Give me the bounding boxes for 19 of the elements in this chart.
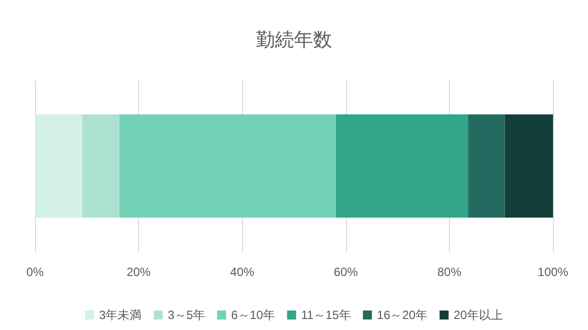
x-tick-label: 100%: [538, 265, 569, 279]
x-tick-label: 80%: [437, 265, 462, 279]
legend-label: 3～5年: [168, 308, 206, 322]
legend-label: 20年以上: [454, 308, 503, 322]
chart-title: 勤続年数: [256, 30, 332, 51]
x-tick-label: 20%: [126, 265, 151, 279]
x-tick-label: 60%: [334, 265, 358, 279]
x-tick-label: 40%: [230, 265, 255, 279]
legend-label: 3年未満: [99, 308, 142, 322]
bar: [336, 114, 468, 218]
bar: [82, 114, 120, 218]
x-tick-label: 0%: [26, 265, 44, 279]
legend-label: 11～15年: [301, 308, 351, 322]
bar: [35, 114, 82, 218]
bar: [119, 114, 336, 218]
legend-label: 16～20年: [376, 308, 428, 322]
legend-label: 6～10年: [231, 308, 276, 322]
bar: [504, 114, 553, 218]
bar: [468, 114, 505, 218]
